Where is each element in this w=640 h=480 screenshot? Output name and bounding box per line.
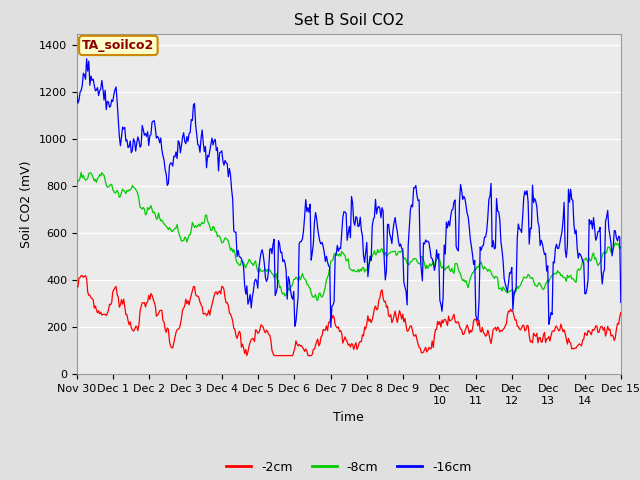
X-axis label: Time: Time [333,411,364,424]
Title: Set B Soil CO2: Set B Soil CO2 [294,13,404,28]
Y-axis label: Soil CO2 (mV): Soil CO2 (mV) [20,160,33,248]
Legend: -2cm, -8cm, -16cm: -2cm, -8cm, -16cm [221,456,476,479]
Text: TA_soilco2: TA_soilco2 [82,39,154,52]
